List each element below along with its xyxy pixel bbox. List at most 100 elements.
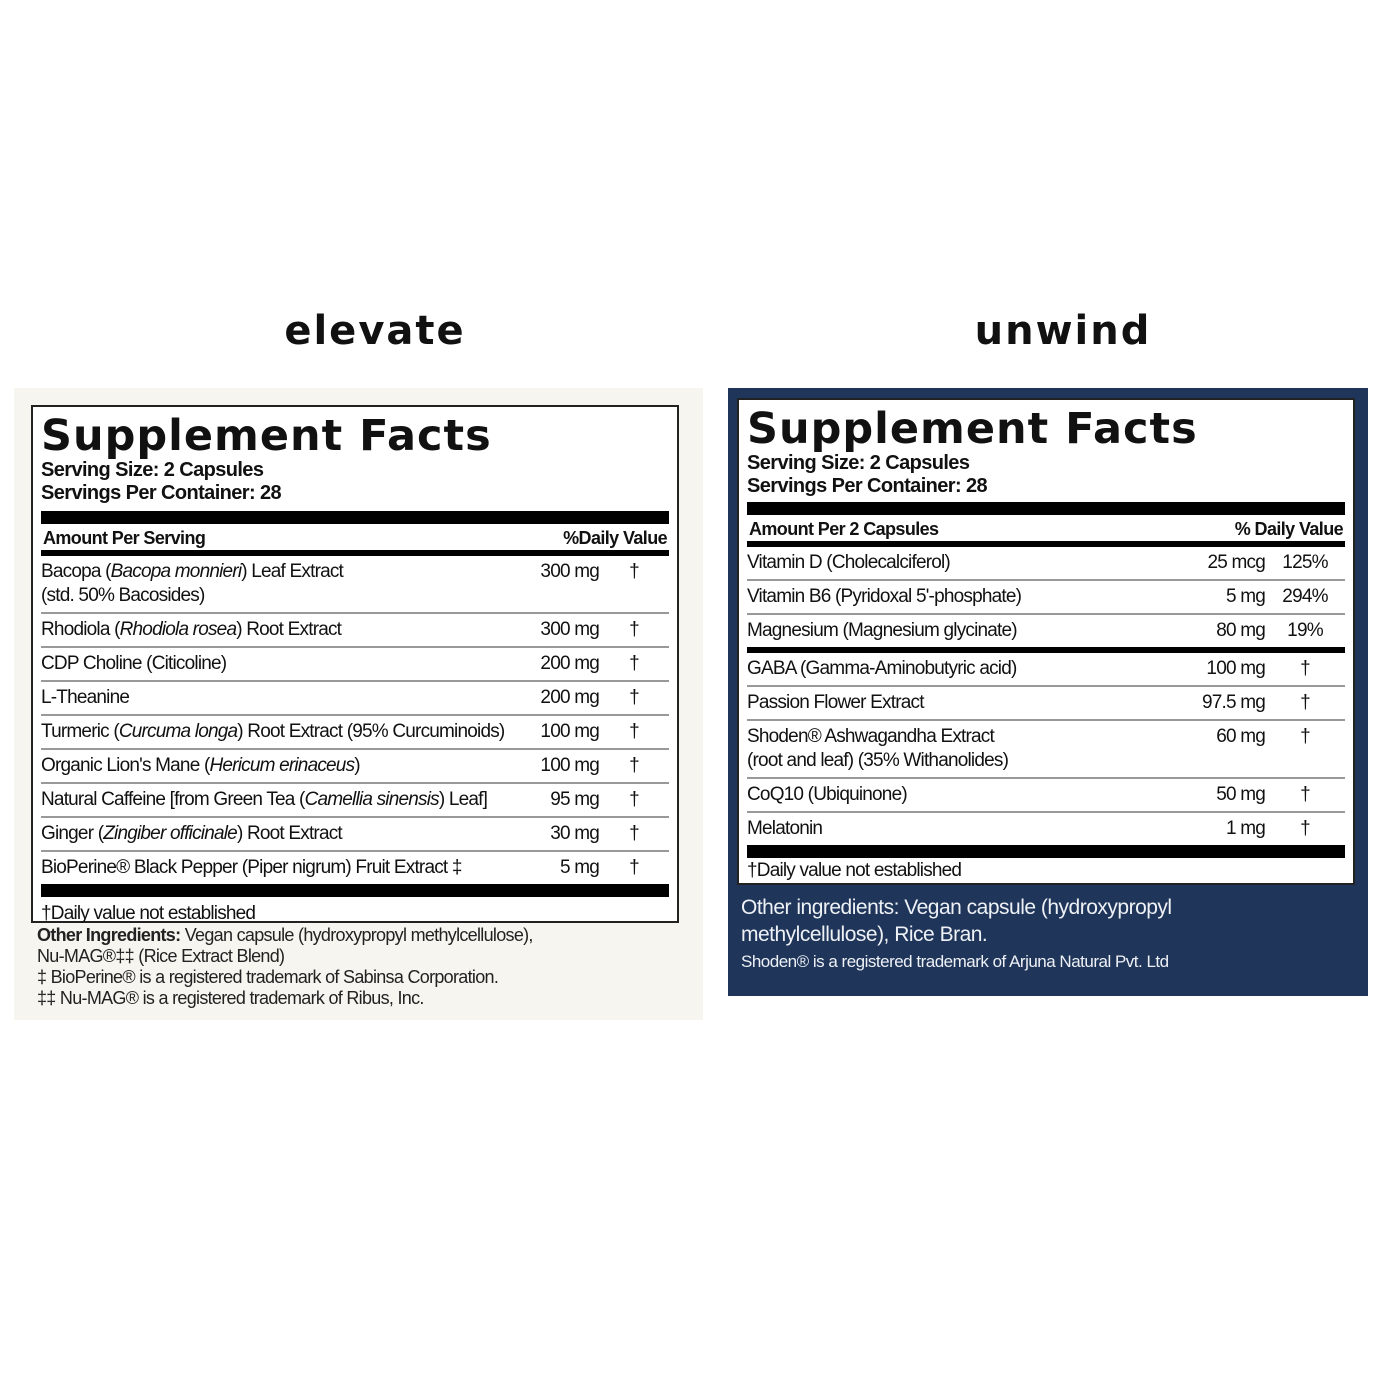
other-ingredients: Other ingredients: Vegan capsule (hydrox… bbox=[741, 894, 1172, 976]
daily-value: † bbox=[1300, 658, 1311, 679]
ingredient-name-line-2: (std. 50% Bacosides) bbox=[41, 585, 205, 606]
ingredient-name-line: GABA (Gamma-Aminobutyric acid) bbox=[747, 657, 1165, 681]
ingredient-name-line: BioPerine® Black Pepper (Piper nigrum) F… bbox=[41, 856, 529, 880]
supplement-facts-box: Supplement Facts Serving Size: 2 Capsule… bbox=[737, 398, 1355, 885]
daily-value: † bbox=[629, 755, 640, 776]
elevate-label-panel: Supplement Facts Serving Size: 2 Capsule… bbox=[14, 388, 703, 1020]
name-segment: L-Theanine bbox=[41, 687, 130, 708]
ingredient-amount: 5 mg bbox=[1225, 586, 1266, 607]
name-segment: Ginger ( bbox=[41, 823, 104, 844]
table-row: GABA (Gamma-Aminobutyric acid) 100 mg † bbox=[747, 653, 1345, 687]
divider bbox=[41, 884, 669, 897]
latin-name: Bacopa monnieri bbox=[110, 561, 242, 582]
latin-name: Zingiber officinale bbox=[103, 823, 238, 844]
table-row: Melatonin 1 mg † bbox=[747, 813, 1345, 845]
name-segment: Vitamin D (Cholecalciferol) bbox=[747, 552, 951, 573]
daily-value: † bbox=[629, 653, 640, 674]
serving-size: Serving Size: 2 Capsules bbox=[747, 452, 970, 474]
table-row: Natural Caffeine [from Green Tea (Camell… bbox=[41, 784, 669, 818]
ingredient-name: Vitamin D (Cholecalciferol) bbox=[747, 551, 1165, 575]
table-header: Amount Per Serving %Daily Value bbox=[41, 526, 669, 550]
header-daily-value: %Daily Value bbox=[563, 528, 667, 548]
ingredient-name: GABA (Gamma-Aminobutyric acid) bbox=[747, 657, 1165, 681]
header-daily-value: % Daily Value bbox=[1234, 519, 1344, 539]
ingredient-name: Rhodiola (Rhodiola rosea) Root Extract bbox=[41, 618, 529, 642]
trademark-note: Shoden® is a registered trademark of Arj… bbox=[741, 952, 1169, 971]
header-amount: Amount Per Serving bbox=[43, 528, 206, 548]
ingredient-amount: 100 mg bbox=[540, 721, 599, 742]
name-segment: CDP Choline (Citicoline) bbox=[41, 653, 227, 674]
table-row: Ginger (Zingiber officinale) Root Extrac… bbox=[41, 818, 669, 852]
other-ingredients: Other Ingredients: Vegan capsule (hydrox… bbox=[37, 925, 533, 1009]
ingredient-name-line: Magnesium (Magnesium glycinate) bbox=[747, 619, 1165, 643]
unwind-label-panel: Supplement Facts Serving Size: 2 Capsule… bbox=[728, 388, 1368, 996]
brand-elevate: elevate bbox=[284, 308, 466, 354]
ingredient-amount: 300 mg bbox=[540, 619, 599, 640]
ingredient-name: Ginger (Zingiber officinale) Root Extrac… bbox=[41, 822, 529, 846]
name-segment: Bacopa ( bbox=[41, 561, 111, 582]
divider bbox=[747, 502, 1345, 515]
divider bbox=[41, 511, 669, 524]
latin-name: Hericum erinaceus bbox=[209, 755, 355, 776]
daily-value: † bbox=[629, 687, 640, 708]
divider bbox=[747, 541, 1345, 547]
brand-unwind: unwind bbox=[974, 308, 1152, 354]
name-segment: Turmeric ( bbox=[41, 721, 120, 742]
header-amount: Amount Per 2 Capsules bbox=[749, 519, 939, 539]
ingredient-name: Melatonin bbox=[747, 817, 1165, 841]
name-segment: CoQ10 (Ubiquinone) bbox=[747, 784, 908, 805]
ingredient-name-line: Rhodiola (Rhodiola rosea) Root Extract bbox=[41, 618, 529, 642]
daily-value: † bbox=[1300, 784, 1311, 805]
ingredient-name: Organic Lion's Mane (Hericum erinaceus) bbox=[41, 754, 529, 778]
ingredient-name: Natural Caffeine [from Green Tea (Camell… bbox=[41, 788, 529, 812]
ingredient-name-line: Natural Caffeine [from Green Tea (Camell… bbox=[41, 788, 529, 812]
other-ingredients-label: Other Ingredients: bbox=[37, 925, 181, 945]
daily-value: 125% bbox=[1282, 552, 1328, 573]
daily-value: 294% bbox=[1282, 586, 1328, 607]
table-row: Vitamin D (Cholecalciferol) 25 mcg 125% bbox=[747, 547, 1345, 581]
divider bbox=[747, 845, 1345, 858]
ingredient-name: CoQ10 (Ubiquinone) bbox=[747, 783, 1165, 807]
supplement-facts-title: Supplement Facts bbox=[747, 404, 1198, 454]
table-row: Organic Lion's Mane (Hericum erinaceus) 1… bbox=[41, 750, 669, 784]
table-row: CoQ10 (Ubiquinone) 50 mg † bbox=[747, 779, 1345, 813]
table-row: BioPerine® Black Pepper (Piper nigrum) F… bbox=[41, 852, 669, 884]
ingredient-name-line: Ginger (Zingiber officinale) Root Extrac… bbox=[41, 822, 529, 846]
ingredient-amount: 300 mg bbox=[540, 561, 599, 582]
name-segment: Magnesium (Magnesium glycinate) bbox=[747, 620, 1018, 641]
ingredient-amount: 25 mcg bbox=[1207, 552, 1265, 573]
daily-value: † bbox=[629, 721, 640, 742]
ingredient-name-line: CDP Choline (Citicoline) bbox=[41, 652, 529, 676]
latin-name: Curcuma longa bbox=[118, 721, 238, 742]
ingredient-name: Passion Flower Extract bbox=[747, 691, 1165, 715]
daily-value: † bbox=[629, 823, 640, 844]
daily-value: † bbox=[1300, 818, 1311, 839]
name-segment: Melatonin bbox=[747, 818, 823, 839]
ingredient-name: Shoden® Ashwagandha Extract (root and lea… bbox=[747, 725, 1165, 773]
table-row: Shoden® Ashwagandha Extract (root and lea… bbox=[747, 721, 1345, 779]
daily-value: † bbox=[629, 789, 640, 810]
ingredient-amount: 30 mg bbox=[550, 823, 600, 844]
ingredient-amount: 80 mg bbox=[1216, 620, 1266, 641]
table-row: Bacopa (Bacopa monnieri) Leaf Extract (st… bbox=[41, 556, 669, 614]
daily-value: 19% bbox=[1287, 620, 1323, 641]
name-segment: GABA (Gamma-Aminobutyric acid) bbox=[747, 658, 1017, 679]
servings-per-container: Servings Per Container: 28 bbox=[41, 482, 282, 504]
supplement-facts-box: Supplement Facts Serving Size: 2 Capsule… bbox=[31, 405, 679, 924]
ingredient-amount: 200 mg bbox=[540, 653, 599, 674]
table-row: Vitamin B6 (Pyridoxal 5'-phosphate) 5 mg 2… bbox=[747, 581, 1345, 615]
name-segment: BioPerine® Black Pepper (Piper nigrum) F… bbox=[41, 857, 462, 878]
other-ingredients-text-2: Nu-MAG®‡‡ (Rice Extract Blend) bbox=[37, 946, 285, 966]
daily-value: † bbox=[629, 619, 640, 640]
ingredient-amount: 200 mg bbox=[540, 687, 599, 708]
ingredient-name-line-2: (root and leaf) (35% Withanolides) bbox=[747, 750, 1009, 771]
latin-name: Rhodiola rosea bbox=[119, 619, 237, 640]
ingredient-name: L-Theanine bbox=[41, 686, 529, 710]
ingredient-list: Vitamin D (Cholecalciferol) 25 mcg 125% Vit… bbox=[747, 547, 1345, 845]
ingredient-name-line: Organic Lion's Mane (Hericum erinaceus) bbox=[41, 754, 529, 778]
table-row: Rhodiola (Rhodiola rosea) Root Extract 30… bbox=[41, 614, 669, 648]
name-segment: ) Leaf Extract bbox=[241, 561, 344, 582]
ingredient-name-line: Vitamin B6 (Pyridoxal 5'-phosphate) bbox=[747, 585, 1165, 609]
table-row: Passion Flower Extract 97.5 mg † bbox=[747, 687, 1345, 721]
name-segment: ) Root Extract bbox=[236, 619, 342, 640]
